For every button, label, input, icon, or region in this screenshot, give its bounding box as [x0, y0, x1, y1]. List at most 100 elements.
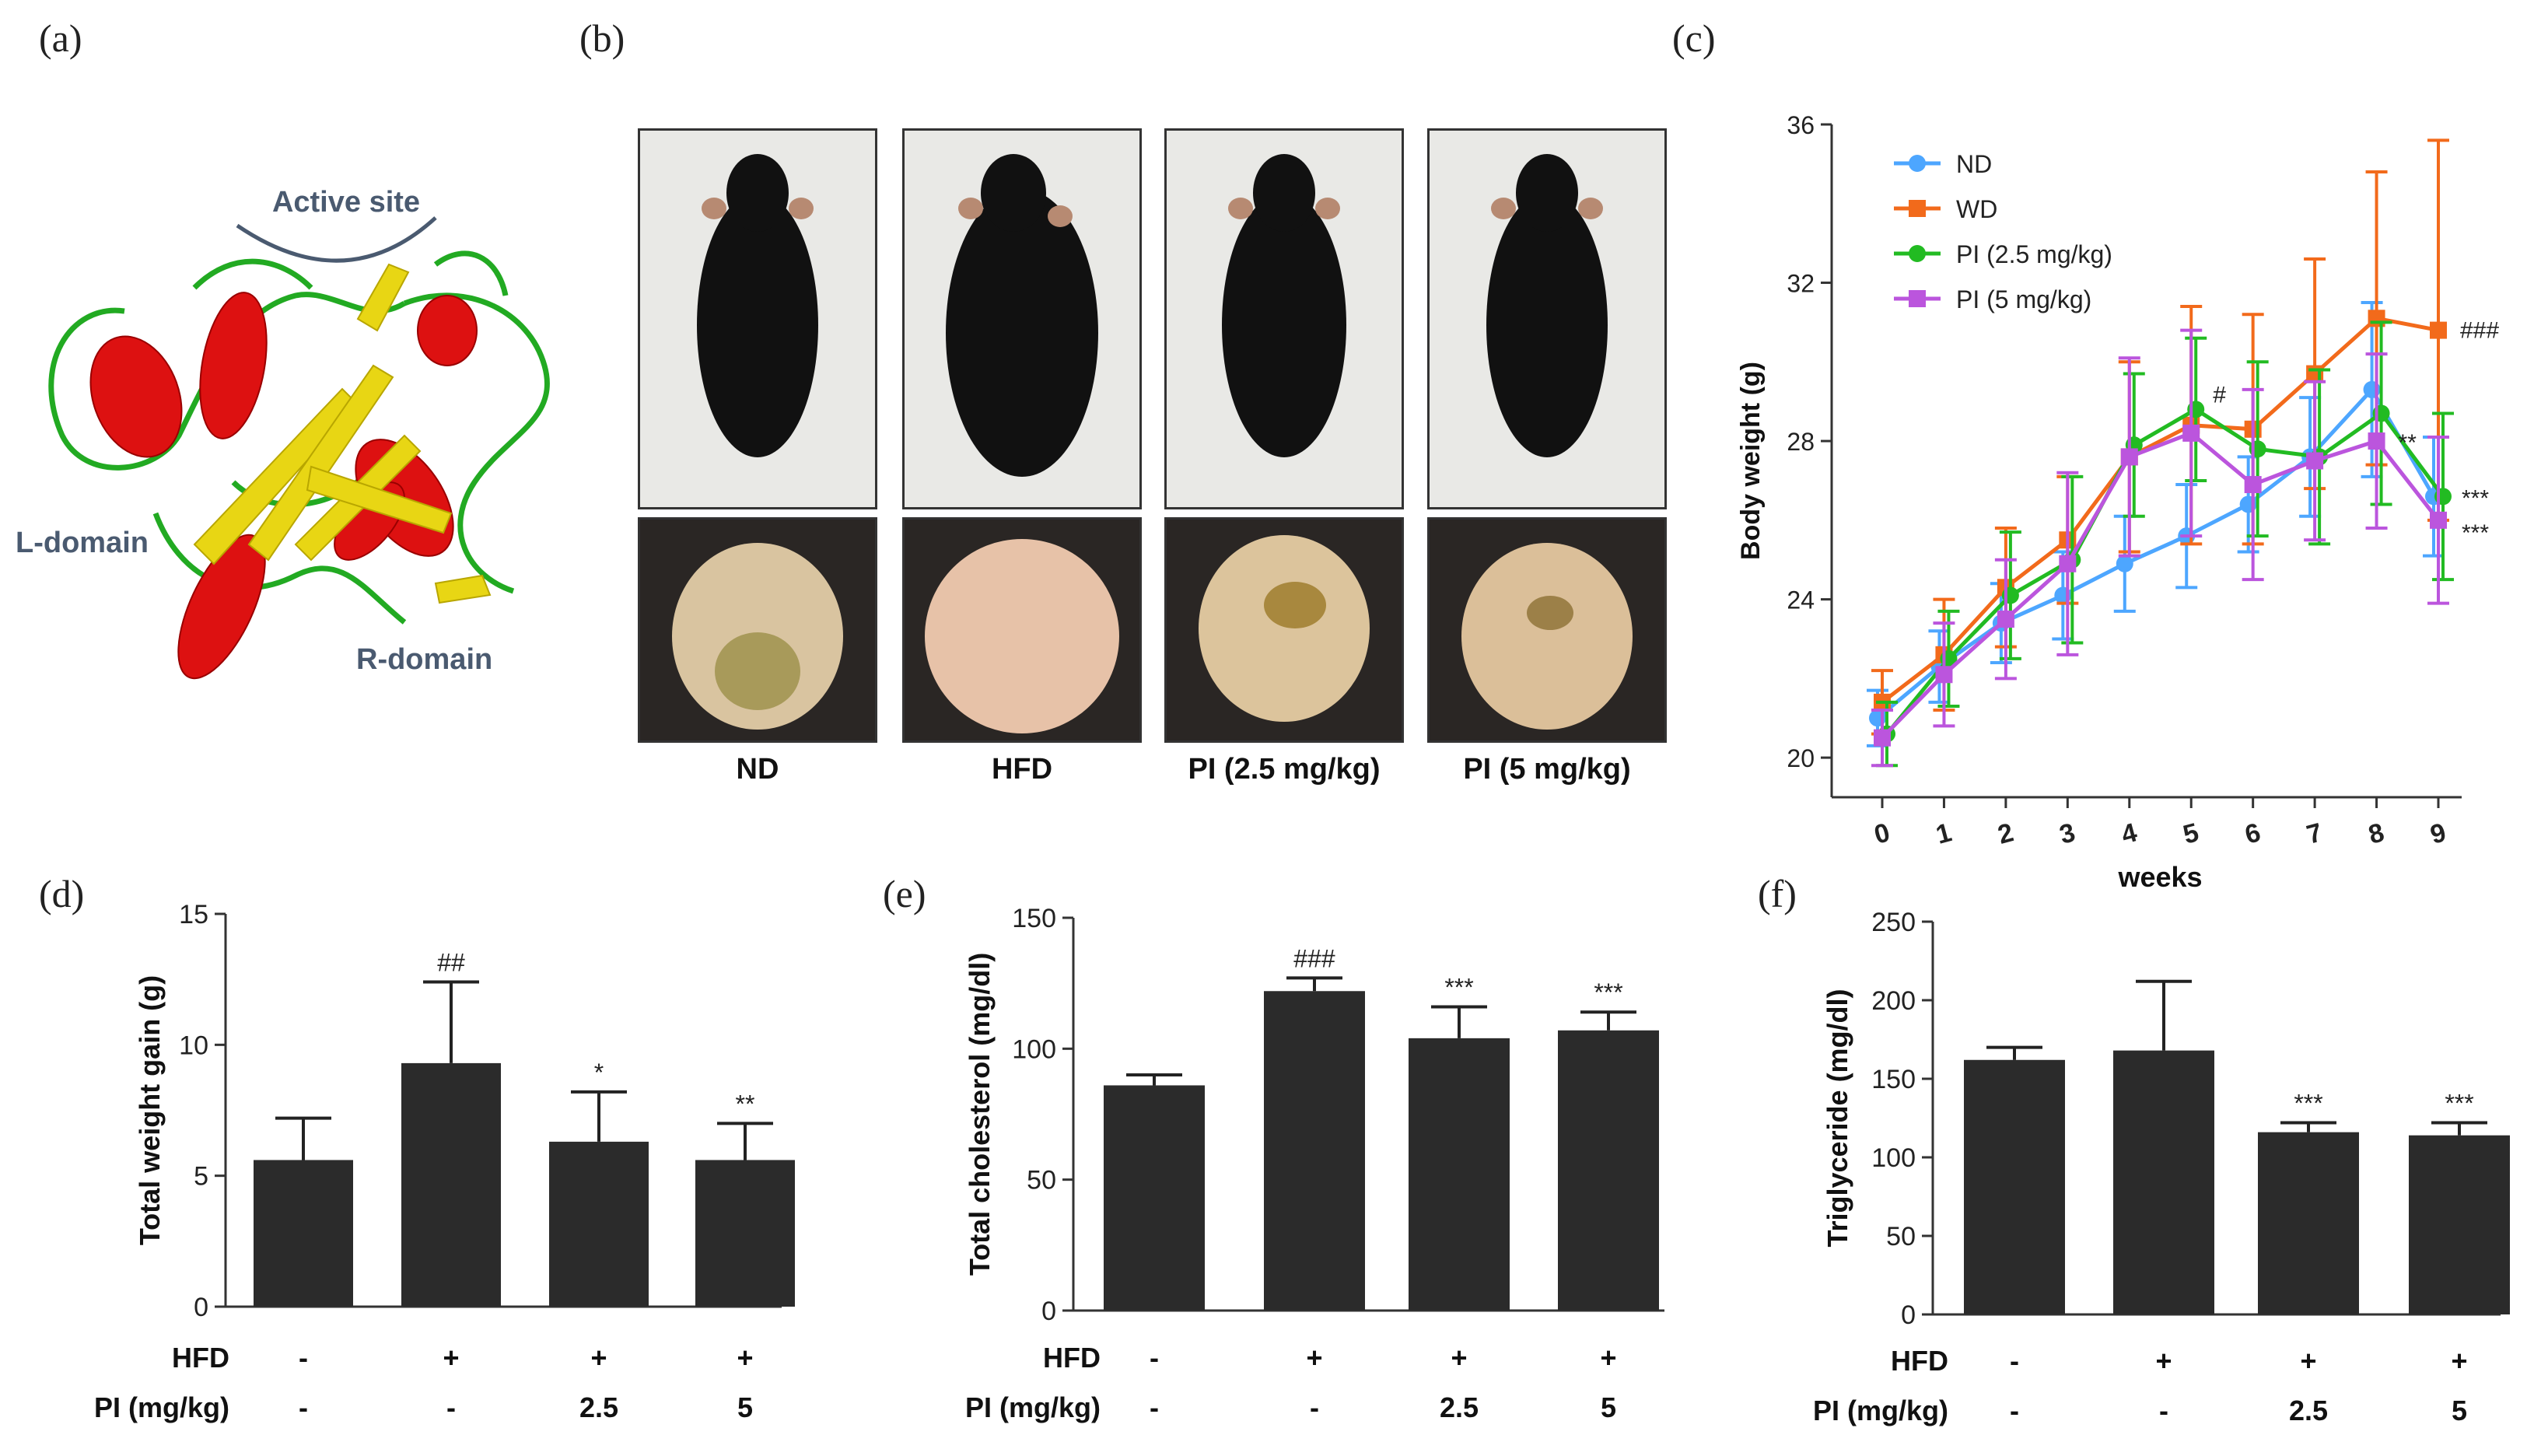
active-site-arc: [236, 216, 437, 263]
data-point: [1997, 579, 2014, 597]
y-tick-label: 150: [1871, 1065, 1916, 1094]
legend-marker: [1909, 290, 1926, 307]
data-point: [2301, 448, 2319, 466]
legend-label: PI (5 mg/kg): [1956, 285, 2091, 313]
data-point: [2372, 404, 2390, 422]
x-tick-label: 5: [2180, 817, 2202, 850]
row-label: PI (mg/kg): [1813, 1395, 1948, 1426]
y-tick-label: 28: [1787, 428, 1815, 456]
panel-label-b: (b): [579, 16, 625, 60]
r-domain-label: R-domain: [356, 643, 492, 676]
significance-label: ***: [1444, 973, 1473, 1001]
data-point: [2059, 555, 2077, 572]
y-tick-label: 250: [1871, 908, 1916, 937]
data-point: [2311, 448, 2329, 466]
data-point: [2306, 365, 2324, 383]
row-value: 5: [737, 1391, 753, 1423]
row-value: +: [2155, 1345, 2172, 1377]
row-value: 5: [2452, 1395, 2467, 1426]
y-tick-label: 20: [1787, 744, 1815, 772]
data-point: [2125, 436, 2143, 454]
bar: [1264, 991, 1365, 1311]
y-axis-label: Total weight gain (g): [134, 975, 166, 1245]
row-value: -: [1150, 1342, 1159, 1374]
y-tick-label: 100: [1012, 1034, 1056, 1064]
row-value: -: [1150, 1391, 1159, 1423]
protein-structure: Active site L-domain R-domain: [16, 186, 550, 680]
data-point: [2120, 448, 2138, 466]
row-value: -: [299, 1391, 308, 1423]
y-tick-label: 15: [179, 900, 208, 929]
data-point: [1992, 614, 2010, 632]
data-point: [2430, 321, 2447, 339]
data-point: [2425, 488, 2442, 506]
row-value: -: [2159, 1395, 2168, 1426]
bar: [1409, 1038, 1510, 1311]
data-point: [2059, 531, 2077, 549]
data-point: [2306, 452, 2324, 470]
data-point: [2178, 527, 2196, 545]
y-axis-label: Triglyceride (mg/dl): [1822, 989, 1853, 1247]
data-point: [2187, 401, 2205, 418]
series-line: [1876, 386, 2436, 720]
y-tick-label: 0: [1901, 1300, 1916, 1330]
significance-annotation: ###: [2460, 318, 2499, 344]
caption-hfd: HFD: [991, 753, 1053, 786]
bar: [2258, 1132, 2359, 1314]
y-tick-label: 0: [1041, 1297, 1056, 1326]
significance-label: ***: [1594, 978, 1622, 1006]
bar: [695, 1160, 795, 1307]
row-value: 2.5: [579, 1391, 618, 1423]
data-point: [2120, 448, 2138, 466]
row-value: +: [1451, 1342, 1467, 1374]
data-point: [2239, 495, 2257, 513]
row-value: -: [2010, 1345, 2019, 1377]
row-label: HFD: [172, 1342, 229, 1374]
legend-label: PI (2.5 mg/kg): [1956, 240, 2112, 268]
data-point: [1935, 666, 1953, 684]
data-point: [2363, 380, 2381, 398]
bar: [1104, 1085, 1205, 1311]
x-tick-label: 1: [1933, 817, 1955, 850]
y-tick-label: 50: [1886, 1222, 1916, 1251]
row-label: HFD: [1891, 1345, 1948, 1377]
significance-annotation: **: [2399, 430, 2417, 456]
photo-pi25-fat: [1164, 517, 1404, 743]
row-value: +: [2451, 1345, 2467, 1377]
legend-marker: [1909, 155, 1926, 172]
photo-nd-fat: [638, 517, 877, 743]
y-tick-label: 24: [1787, 586, 1815, 614]
photo-hfd-fat: [902, 517, 1142, 743]
photo-pi5-fat: [1427, 517, 1667, 743]
x-tick-label: 7: [2304, 817, 2326, 850]
y-tick-label: 150: [1012, 904, 1056, 933]
data-point: [2063, 551, 2081, 569]
bar: [401, 1062, 501, 1307]
row-label: HFD: [1043, 1342, 1101, 1374]
y-tick-label: 100: [1871, 1143, 1916, 1173]
y-tick-label: 32: [1787, 270, 1815, 298]
data-point: [1930, 658, 1948, 676]
photo-hfd-mouse: [902, 128, 1142, 509]
data-point: [2434, 488, 2452, 506]
row-value: 2.5: [2289, 1395, 2328, 1426]
x-tick-label: 4: [2118, 817, 2140, 850]
data-point: [1869, 709, 1886, 727]
significance-label: **: [736, 1090, 755, 1118]
y-tick-label: 10: [179, 1031, 208, 1060]
data-point: [2001, 586, 2019, 604]
data-point: [2244, 476, 2262, 494]
significance-annotation: ***: [2462, 520, 2489, 546]
row-value: +: [1600, 1342, 1616, 1374]
data-point: [2244, 420, 2262, 438]
row-label: PI (mg/kg): [965, 1391, 1101, 1423]
photo-pi5-mouse: [1427, 128, 1667, 509]
significance-label: ***: [2294, 1090, 2322, 1118]
panel-label-e: (e): [883, 872, 926, 915]
panel-label-c: (c): [1672, 16, 1716, 60]
row-value: -: [299, 1342, 308, 1374]
y-tick-label: 0: [194, 1293, 208, 1322]
panel-label-a: (a): [39, 16, 82, 60]
legend-marker: [1909, 200, 1926, 217]
data-point: [1874, 729, 1891, 747]
